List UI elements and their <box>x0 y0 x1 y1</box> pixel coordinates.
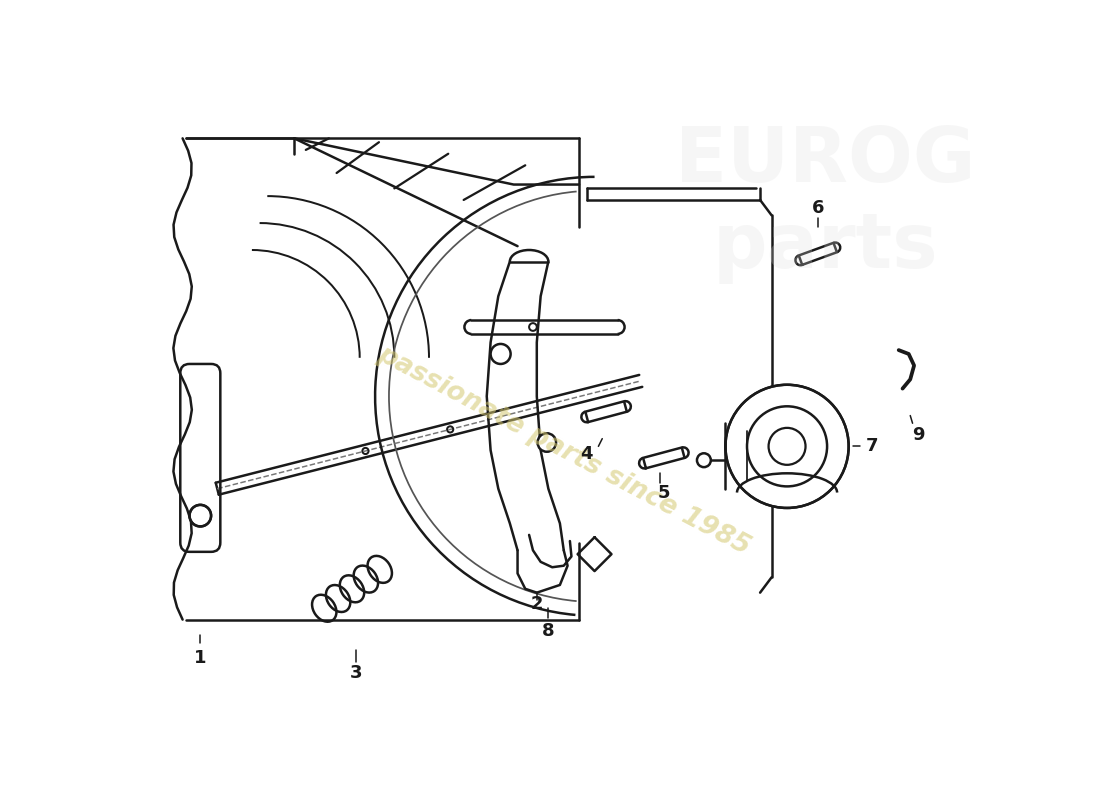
Text: 7: 7 <box>866 438 878 455</box>
Text: EUROG
parts: EUROG parts <box>675 124 976 283</box>
Text: 1: 1 <box>194 649 207 667</box>
Text: 5: 5 <box>658 483 670 502</box>
Text: 3: 3 <box>350 665 362 682</box>
Text: 4: 4 <box>581 445 593 463</box>
Circle shape <box>726 385 849 508</box>
Circle shape <box>538 434 556 452</box>
Text: passionate parts since 1985: passionate parts since 1985 <box>373 341 755 560</box>
Text: 8: 8 <box>542 622 554 640</box>
Circle shape <box>697 454 711 467</box>
Text: 6: 6 <box>812 198 824 217</box>
Text: 9: 9 <box>912 426 924 444</box>
Circle shape <box>491 344 510 364</box>
Text: 2: 2 <box>530 595 543 613</box>
Circle shape <box>189 505 211 526</box>
